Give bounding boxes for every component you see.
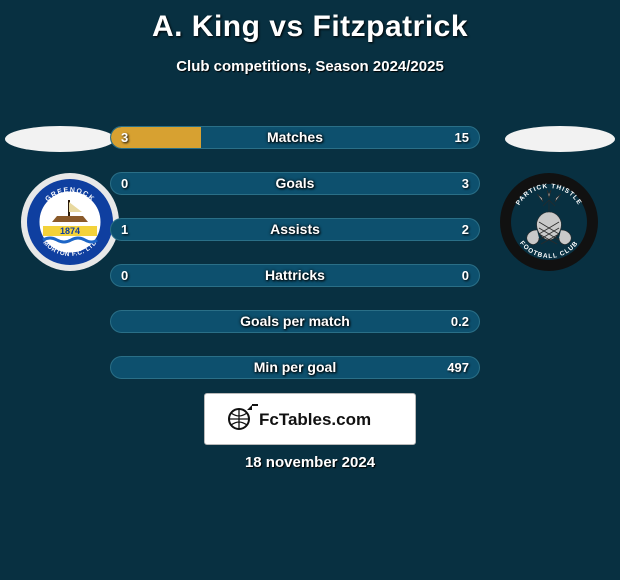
- page-title: A. King vs Fitzpatrick: [0, 0, 620, 44]
- stat-label: Assists: [111, 219, 479, 240]
- club-crest-left: GREENOCK MORTON F.C. LTD 1874: [20, 172, 120, 272]
- stat-row: 00Hattricks: [110, 264, 480, 287]
- crest-left-year: 1874: [60, 226, 80, 236]
- stat-label: Goals: [111, 173, 479, 194]
- player-photo-left-placeholder: [5, 126, 115, 152]
- stat-row: 03Goals: [110, 172, 480, 195]
- stat-label: Min per goal: [111, 357, 479, 378]
- player-photo-right-placeholder: [505, 126, 615, 152]
- club-crest-right: PARTICK THISTLE FOOTBALL CLUB: [499, 172, 599, 272]
- stat-label: Matches: [111, 127, 479, 148]
- stat-row: 0.2Goals per match: [110, 310, 480, 333]
- fctables-logo-icon: [229, 405, 258, 429]
- fctables-branding[interactable]: FcTables.com: [204, 393, 416, 445]
- page-subtitle: Club competitions, Season 2024/2025: [0, 58, 620, 75]
- stat-label: Hattricks: [111, 265, 479, 286]
- fctables-label: FcTables.com: [259, 410, 371, 429]
- stats-bars-container: 315Matches 03Goals 12Assists 00Hattricks 0.2…: [110, 126, 480, 402]
- stat-row: 12Assists: [110, 218, 480, 241]
- stat-row: 497Min per goal: [110, 356, 480, 379]
- stat-label: Goals per match: [111, 311, 479, 332]
- footer-date: 18 november 2024: [0, 454, 620, 471]
- stat-row: 315Matches: [110, 126, 480, 149]
